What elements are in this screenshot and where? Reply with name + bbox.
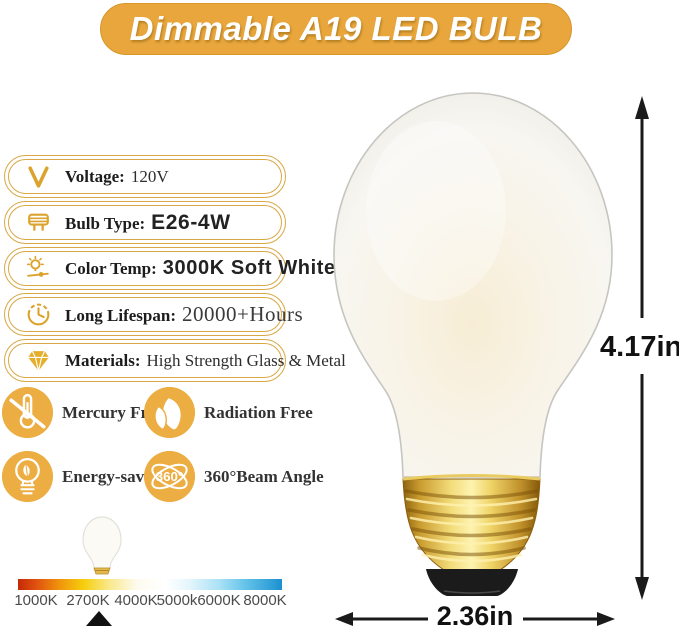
spec-label-lifespan: Long Lifespan: [65,306,176,325]
scale-label-6000k: 6000K [197,592,241,609]
spec-label-materials: Materials: [65,350,141,370]
scale-label-1000k: 1000K [14,592,58,609]
diamond-icon [28,350,49,372]
feature-beam-angle: 360° 360°Beam Angle [144,451,324,502]
spec-pill-color-temp: Color Temp: 3000K Soft White [4,247,335,290]
spec-pill-lifespan: Long Lifespan: 20000+Hours [4,293,303,336]
spec-value-materials: High Strength Glass & Metal [146,350,346,370]
color-temperature-gradient-bar [18,579,282,590]
beam-angle-badge: 360° [156,469,183,484]
spec-label-bulb-type: Bulb Type: [65,213,146,233]
scale-label-8000k: 8000K [243,592,287,609]
feature-radiation-free: Radiation Free [144,387,313,438]
spec-label-voltage: Voltage: [65,166,125,186]
temperature-pointer-triangle [86,611,112,626]
title-banner: Dimmable A19 LED BULB [100,3,572,55]
spec-label-color-temp: Color Temp: [65,259,157,278]
height-dimension-label: 4.17in [600,331,679,363]
width-dimension-arrow [335,612,615,626]
clock-icon [27,303,50,326]
feature-label-energy-saving: Energy-saving [62,466,167,486]
feature-label-beam-angle: 360°Beam Angle [204,466,324,486]
spec-pill-bulb-type: Bulb Type: E26-4W [4,201,286,244]
spec-pill-voltage: Voltage: 120V [4,155,286,198]
bulb-base-icon [28,213,49,231]
thermometer-slash-icon [2,387,53,438]
height-dimension-arrow [635,96,649,600]
feature-energy-saving: Energy-saving [2,451,167,502]
feature-label-radiation-free: Radiation Free [204,402,313,422]
product-title: Dimmable A19 LED BULB [129,10,543,47]
spec-value-lifespan: 20000+Hours [182,302,304,326]
color-temp-dimmer-icon [26,255,49,277]
scale-label-5000k: 5000k [156,592,198,609]
spec-value-voltage: 120V [130,166,169,186]
spec-value-color-temp: 3000K Soft White [162,257,336,279]
scale-label-4000k: 4000K [114,592,158,609]
scale-label-2700k: 2700K [66,592,110,609]
beam-angle-360-icon: 360° [144,451,195,502]
width-dimension-label: 2.36in [436,601,514,631]
feature-mercury-free: Mercury Free [2,387,163,438]
spec-pill-materials: Materials: High Strength Glass & Metal [4,339,346,382]
spec-value-bulb-type: E26-4W [151,210,231,234]
eco-bulb-icon [2,451,53,502]
bulb-contact-tip [426,569,518,596]
feature-label-mercury-free: Mercury Free [62,402,163,422]
voltage-v-icon [28,166,49,188]
small-bulb-image [82,516,122,575]
led-bulb-image [333,92,613,596]
leaves-icon [144,387,195,438]
